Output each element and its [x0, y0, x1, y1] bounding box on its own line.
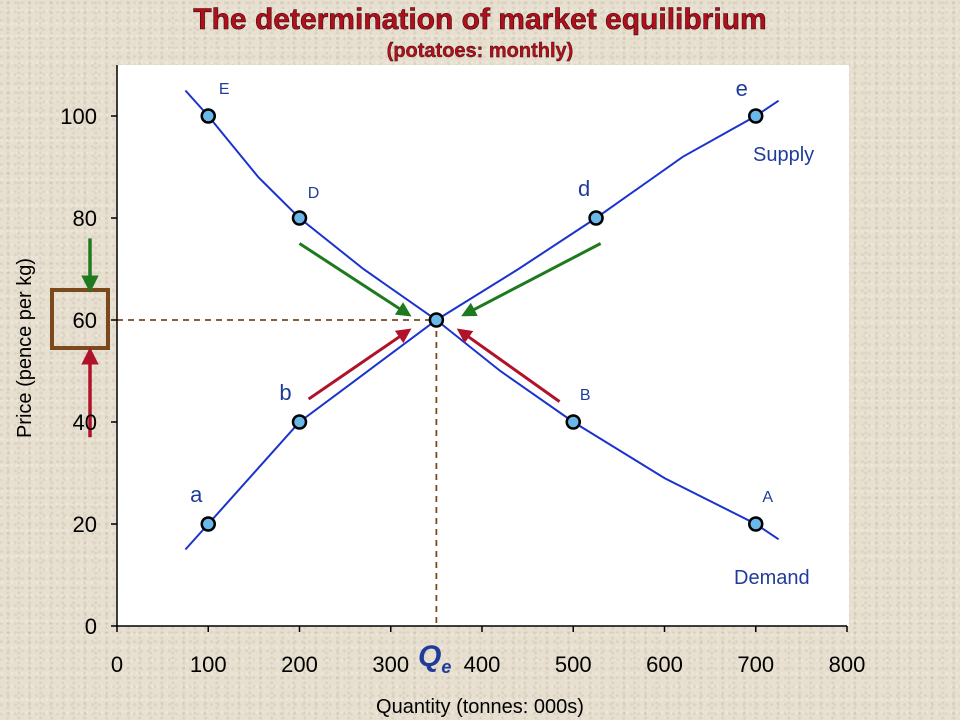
x-tick-label: 200	[281, 652, 318, 677]
equilibrium-price-box	[50, 288, 110, 350]
y-tick-label: 0	[85, 614, 97, 639]
x-tick-label: 500	[555, 652, 592, 677]
point-label: a	[190, 482, 203, 507]
equilibrium-quantity-subscript: e	[441, 657, 451, 677]
x-tick-label: 400	[464, 652, 501, 677]
excess-demand-arrow	[456, 328, 561, 403]
equilibrium-quantity-label: Qe	[418, 640, 451, 677]
supply-point-d	[588, 210, 604, 226]
demand-point-b	[565, 414, 581, 430]
point-label: d	[578, 176, 590, 201]
x-tick-label: 600	[646, 652, 683, 677]
y-axis-title: Price (pence per kg)	[14, 258, 36, 438]
point-label: b	[279, 380, 291, 405]
y-tick-label: 100	[60, 104, 97, 129]
chart-subtitle: (potatoes: monthly)	[387, 40, 574, 62]
demand-point-e	[200, 108, 216, 124]
point-label: e	[736, 76, 748, 101]
supply-point-e	[748, 108, 764, 124]
excess-demand-arrow	[307, 328, 412, 401]
supply-point-a	[200, 516, 216, 532]
demand-point-d	[291, 210, 308, 226]
y-tick-label: 60	[73, 308, 97, 333]
equilibrium-quantity-symbol: Q	[418, 640, 441, 673]
chart-title: The determination of market equilibrium	[193, 3, 766, 36]
point-label: D	[308, 185, 320, 202]
y-tick-label: 40	[73, 410, 97, 435]
point-label: E	[219, 81, 230, 98]
excess-supply-arrow	[461, 242, 602, 317]
point-label: B	[580, 387, 591, 404]
x-tick-label: 300	[372, 652, 409, 677]
equilibrium-point	[428, 312, 445, 328]
x-tick-label: 800	[829, 652, 866, 677]
supply-point-b	[291, 414, 308, 430]
y-tick-label: 20	[73, 512, 97, 537]
excess-supply-arrow	[298, 242, 412, 317]
demand-curve-label: Demand	[734, 567, 810, 589]
x-axis-title: Quantity (tonnes: 000s)	[376, 696, 584, 718]
point-label: A	[762, 489, 773, 506]
x-tick-label: 0	[111, 652, 123, 677]
x-tick-label: 100	[190, 652, 227, 677]
y-tick-label: 80	[73, 206, 97, 231]
demand-point-a	[748, 516, 764, 532]
supply-curve-label: Supply	[753, 144, 814, 166]
x-tick-label: 700	[737, 652, 774, 677]
